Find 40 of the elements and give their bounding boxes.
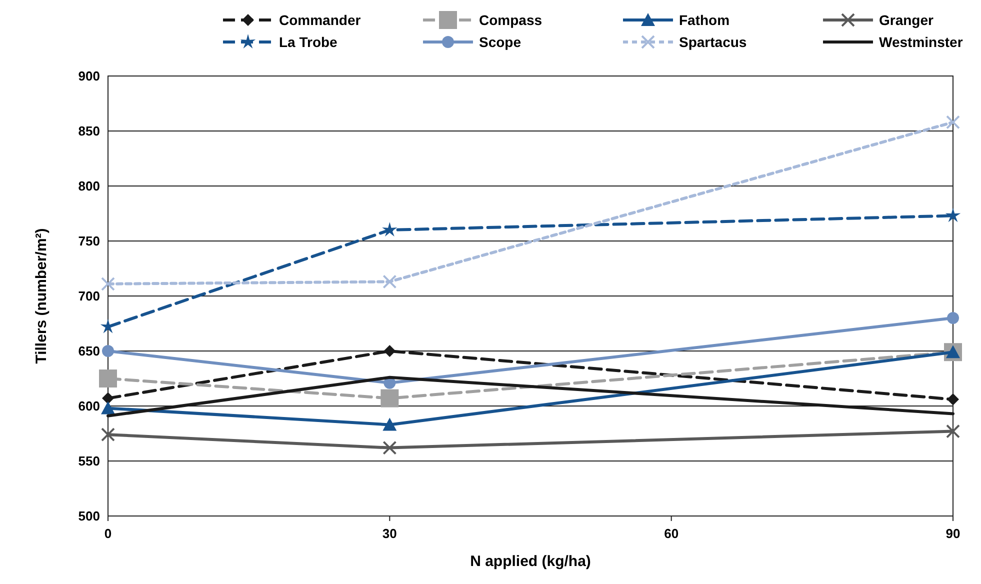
y-tick-label: 850 (78, 124, 100, 139)
legend-label: Commander (279, 12, 362, 28)
x-tick-label: 0 (104, 526, 112, 541)
point (947, 393, 959, 406)
legend-label: Spartacus (679, 34, 747, 50)
y-tick-label: 900 (78, 68, 100, 84)
point (382, 222, 398, 236)
point (947, 312, 959, 324)
point (102, 392, 114, 404)
x-tick-label: 30 (382, 526, 397, 541)
y-tick-label: 500 (78, 508, 100, 524)
legend-label: Granger (879, 12, 934, 28)
point (102, 345, 114, 357)
point (380, 389, 399, 408)
point (946, 115, 960, 130)
y-tick-label: 750 (78, 234, 100, 249)
y-tick-label: 650 (78, 344, 100, 359)
point (946, 424, 960, 438)
y-axis-title: Tillers (number/m²) (33, 228, 50, 364)
y-tick-label: 700 (78, 288, 100, 304)
point (382, 418, 397, 431)
y-tick-label: 600 (78, 398, 100, 414)
point (99, 370, 117, 388)
point (101, 401, 115, 414)
x-axis-title: N applied (kg/ha) (470, 553, 591, 570)
point (945, 208, 961, 222)
legend-label: Westminster (879, 34, 964, 50)
point (382, 440, 397, 455)
point (384, 345, 396, 357)
point (101, 276, 115, 291)
point (382, 274, 397, 289)
y-tick-label: 800 (78, 178, 100, 194)
x-tick-label: 90 (946, 526, 960, 541)
point (101, 428, 115, 442)
legend-label: Compass (479, 12, 542, 28)
y-tick-label: 550 (78, 454, 100, 469)
legend-label: La Trobe (279, 34, 338, 50)
x-tick-label: 60 (664, 526, 679, 541)
legend-label: Scope (479, 34, 522, 50)
legend-label: Fathom (679, 12, 730, 28)
